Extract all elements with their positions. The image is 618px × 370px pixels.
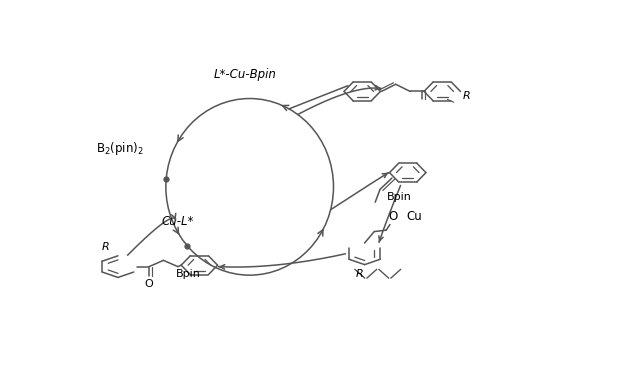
Text: B$_2$(pin)$_2$: B$_2$(pin)$_2$: [96, 140, 144, 157]
Text: R: R: [102, 242, 110, 252]
Text: Bpin: Bpin: [176, 269, 200, 279]
Text: Cu-L*: Cu-L*: [161, 215, 193, 228]
Text: O: O: [145, 279, 153, 289]
Text: L*-Cu-Bpin: L*-Cu-Bpin: [213, 68, 276, 81]
Text: R: R: [356, 269, 364, 279]
Text: O: O: [389, 210, 398, 223]
Text: R: R: [463, 91, 470, 101]
Text: Bpin: Bpin: [387, 192, 412, 202]
Text: Cu: Cu: [406, 210, 422, 223]
